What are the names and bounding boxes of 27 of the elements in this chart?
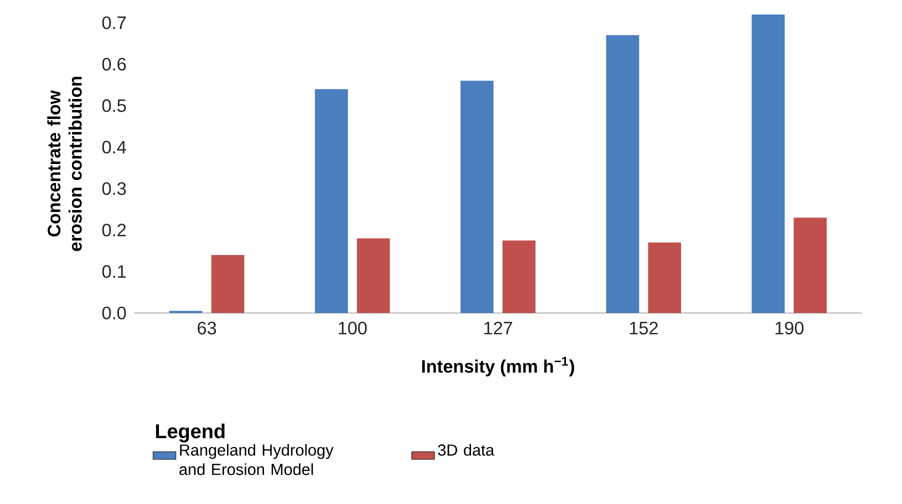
y-tick-label: 0.1 xyxy=(102,265,126,278)
x-tick-label: 63 xyxy=(198,322,216,334)
bar xyxy=(211,254,244,313)
x-tick-label: 152 xyxy=(630,322,658,334)
bar xyxy=(314,89,348,313)
x-tick-label: 127 xyxy=(484,322,512,334)
y-tick-label: 0.2 xyxy=(102,224,126,236)
x-tick-label: 190 xyxy=(776,322,804,334)
y-axis-title: Concentrate flow erosion contribution xyxy=(47,76,82,252)
bar xyxy=(460,80,494,313)
x-tick-label: 100 xyxy=(338,322,367,334)
y-tick-label: 0.5 xyxy=(102,99,126,112)
bar xyxy=(752,14,785,313)
y-tick-label: 0.3 xyxy=(102,182,126,195)
bar xyxy=(356,238,390,313)
bar xyxy=(648,242,682,313)
y-tick-label: 0.4 xyxy=(102,140,126,154)
bar xyxy=(794,218,827,313)
y-tick-label: 0.7 xyxy=(102,16,126,30)
bar xyxy=(606,35,640,313)
y-tick-label: 0.6 xyxy=(102,58,126,71)
bar xyxy=(502,240,536,313)
legend-title: Legend xyxy=(156,424,225,442)
y-tick-label: 0.0 xyxy=(102,306,126,320)
x-axis-title: Intensity (mm h$^{−1}$) xyxy=(422,356,574,376)
legend-label: Rangeland Hydrology and Erosion Model xyxy=(179,444,334,476)
legend-label: 3D data xyxy=(438,444,494,456)
